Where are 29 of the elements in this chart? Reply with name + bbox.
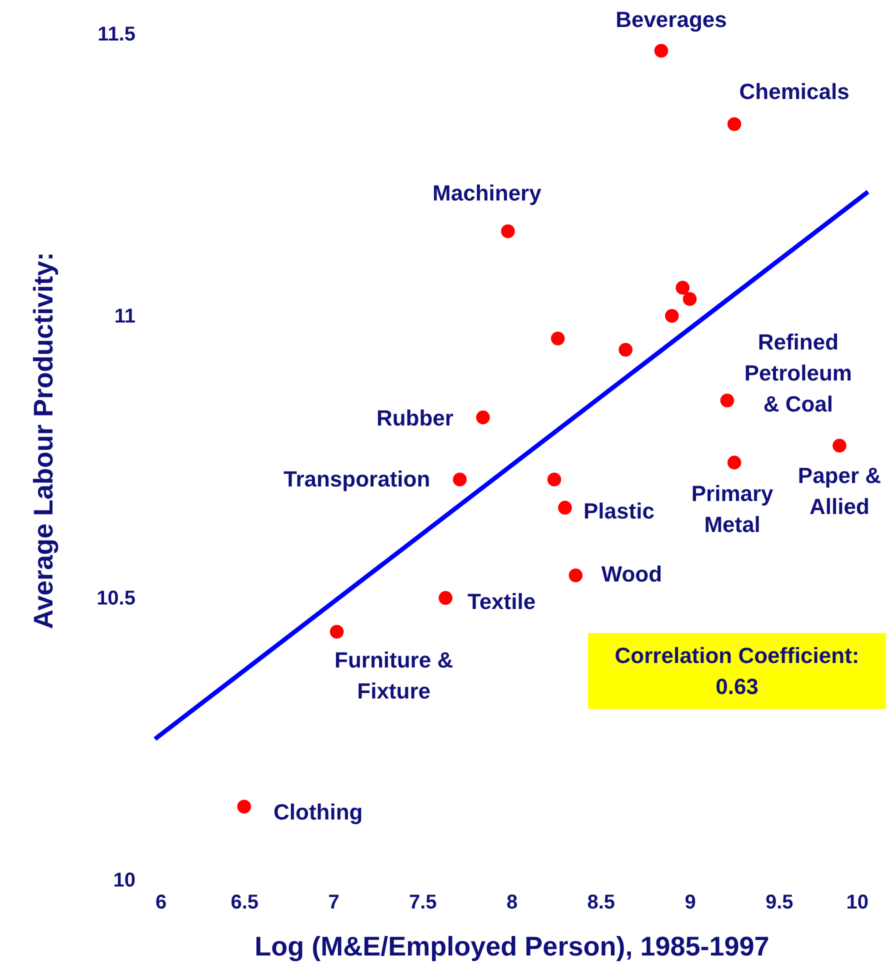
annotation: Chemicals xyxy=(739,79,850,104)
x-tick-label: 7 xyxy=(328,892,340,914)
annotation: Wood xyxy=(601,561,662,586)
annotation: Correlation Coefficient: 0.63 xyxy=(614,643,860,699)
x-tick-label: 9 xyxy=(684,892,696,914)
x-tick-label: 8.5 xyxy=(587,892,616,914)
x-axis-title: Log (M&E/Employed Person), 1985-1997 xyxy=(254,932,770,962)
y-axis-title: Average Labour Productivity: xyxy=(28,252,59,630)
annotation: Furniture & Fixture xyxy=(334,647,454,704)
annotation: Clothing xyxy=(274,800,363,825)
x-tick-label: 6.5 xyxy=(230,892,259,914)
annotation: Primary Metal xyxy=(691,481,774,538)
annotation: Paper & Allied xyxy=(798,463,882,520)
annotation: Plastic xyxy=(584,498,654,524)
y-tick-label: 10.5 xyxy=(96,587,136,610)
annotation: Textile xyxy=(468,588,536,614)
annotation: Rubber xyxy=(376,405,454,430)
x-tick-label: 7.5 xyxy=(408,892,437,914)
x-tick-label: 6 xyxy=(156,892,167,914)
y-tick-label: 11 xyxy=(114,305,136,328)
x-tick-label: 9.5 xyxy=(765,892,794,914)
y-tick-label: 10 xyxy=(113,870,136,892)
annotation: Refined Petroleum & Coal xyxy=(744,330,852,417)
x-tick-label: 8 xyxy=(506,892,518,914)
annotation: Transporation xyxy=(283,466,430,492)
y-tick-label: 11.5 xyxy=(98,23,136,46)
annotation: Beverages xyxy=(616,6,727,32)
annotation: Machinery xyxy=(432,180,542,206)
x-tick-label: 10 xyxy=(846,892,868,914)
